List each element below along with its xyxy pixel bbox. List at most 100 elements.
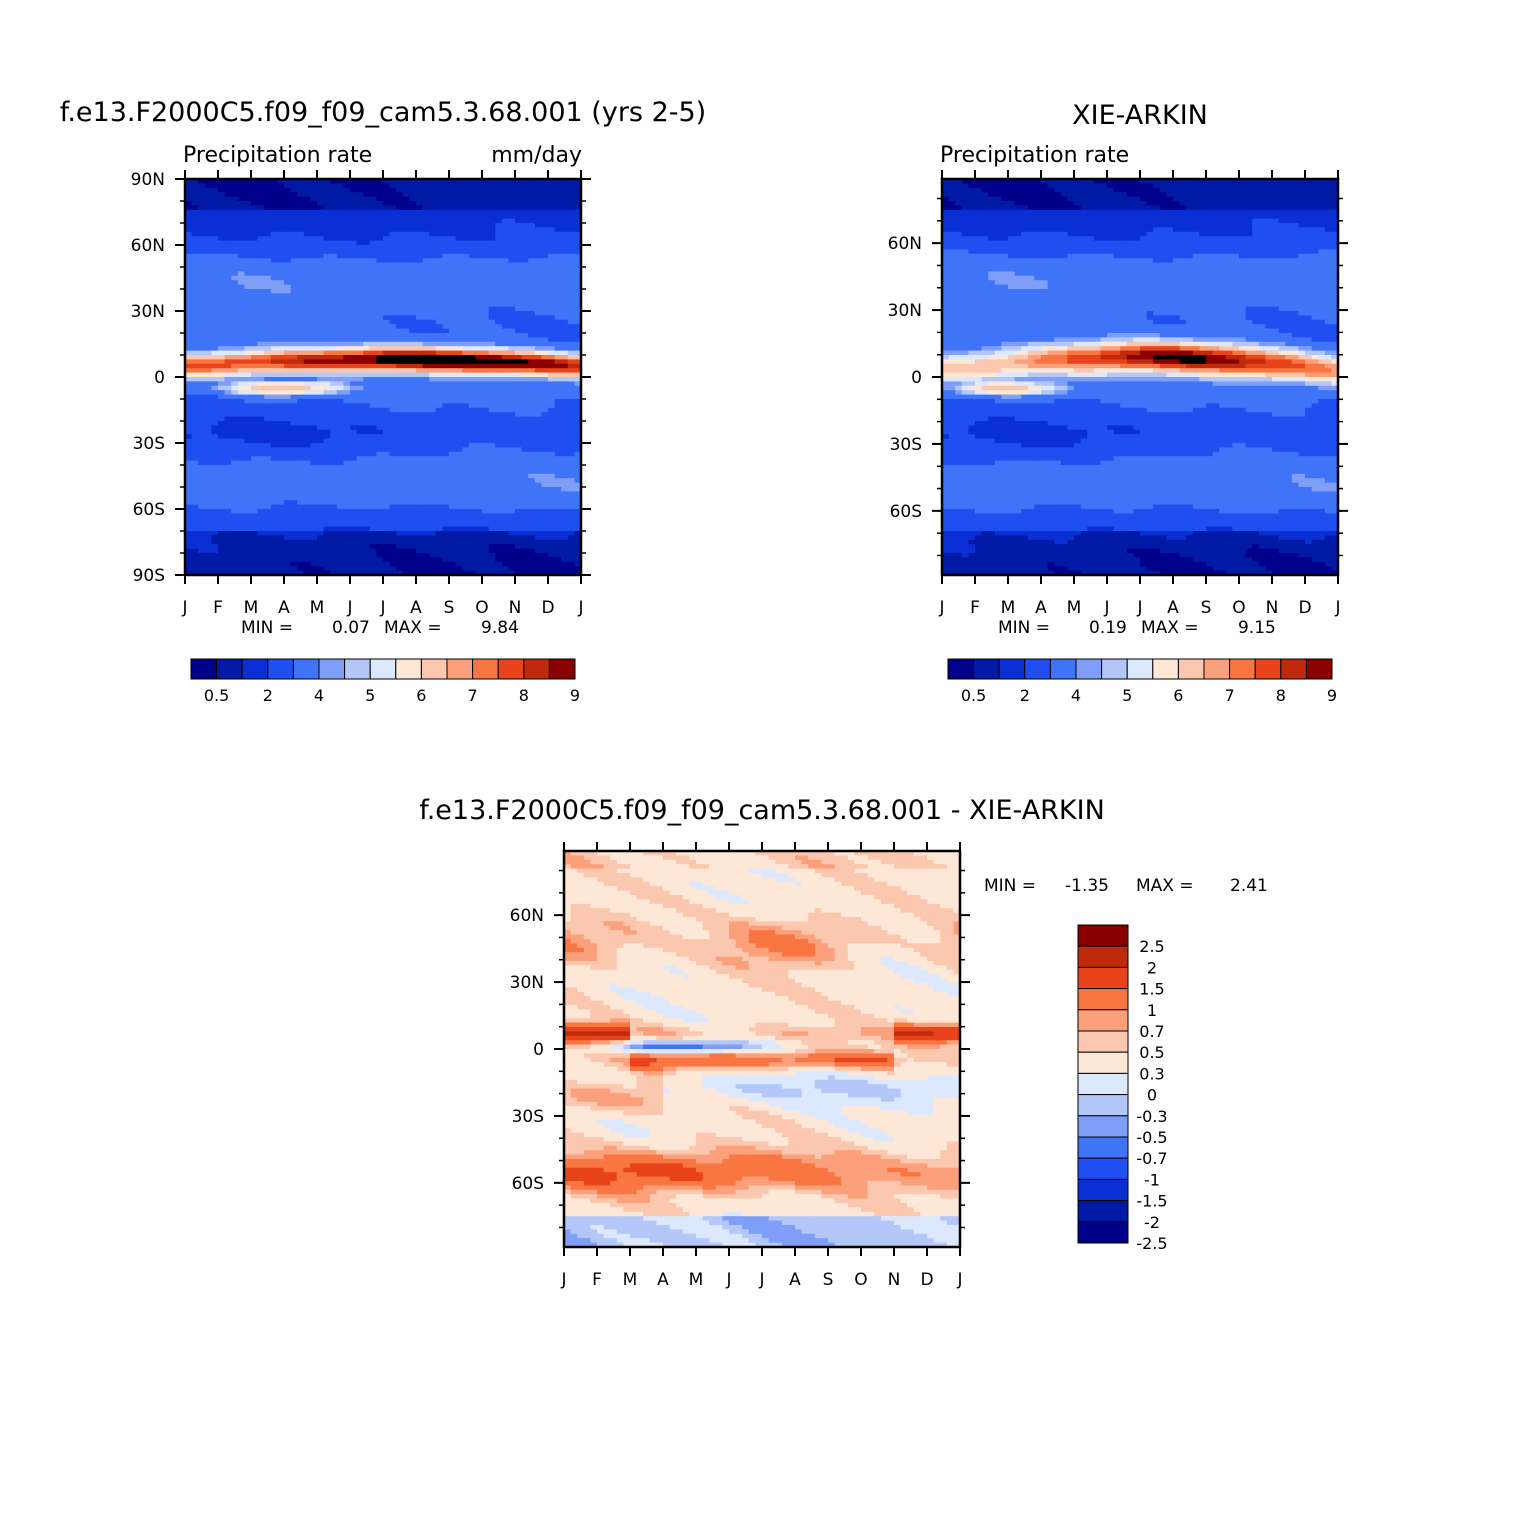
field-cell [462,284,470,290]
field-cell [455,447,463,453]
field-cell [402,381,410,387]
field-cell [330,227,338,233]
field-cell [191,482,199,488]
field-cell [383,179,391,184]
field-cell [290,346,298,352]
field-cell [501,513,509,519]
field-cell [310,311,318,316]
field-cell [449,341,457,347]
field-cell [270,465,278,470]
field-cell [257,355,265,360]
field-cell [541,192,549,198]
field-cell [244,368,252,374]
field-cell [442,179,450,184]
field-cell [356,491,364,497]
field-cell [521,381,529,387]
field-cell [561,240,569,246]
field-cell [244,451,252,457]
field-cell [343,531,351,536]
field-cell [521,341,529,347]
field-cell [297,425,305,431]
field-cell [257,544,265,550]
field-cell [198,425,206,431]
field-cell [534,416,542,422]
field-cell [343,504,351,510]
field-cell [548,438,556,444]
field-cell [482,478,490,484]
field-cell [422,394,430,400]
field-cell [442,337,450,343]
field-cell [284,209,292,215]
field-cell [475,390,483,396]
field-cell [475,355,483,360]
field-cell [389,539,397,545]
field-cell [515,473,523,479]
field-cell [455,355,463,360]
field-cell [356,183,364,189]
field-cell [343,478,351,484]
field-cell [185,478,193,484]
field-cell [508,372,516,378]
field-cell [416,231,424,237]
field-cell [416,306,424,312]
field-cell [310,535,318,541]
field-cell [284,478,292,484]
field-cell [336,179,344,184]
field-cell [396,240,404,246]
field-cell [475,324,483,330]
field-cell [198,297,206,303]
field-cell [495,456,503,462]
field-cell [548,425,556,431]
field-cell [336,363,344,369]
field-cell [515,262,523,268]
field-cell [297,271,305,277]
field-cell [185,209,193,215]
field-cell [224,390,232,396]
field-cell [488,456,496,462]
field-cell [402,267,410,272]
field-cell [330,271,338,277]
field-cell [264,377,272,382]
field-cell [541,394,549,400]
field-cell [356,192,364,198]
field-cell [548,482,556,488]
field-cell [231,517,239,523]
field-cell [515,183,523,189]
field-cell [356,333,364,338]
field-cell [508,245,516,250]
field-cell [218,482,226,488]
field-cell [515,509,523,514]
field-cell [488,465,496,470]
field-cell [198,262,206,268]
field-cell [429,223,437,228]
field-cell [541,403,549,409]
field-cell [310,385,318,391]
field-cell [383,289,391,294]
field-cell [198,377,206,382]
field-cell [475,275,483,281]
field-cell [244,341,252,347]
field-cell [554,526,562,532]
field-cell [548,359,556,365]
field-cell [303,465,311,470]
field-cell [277,509,285,514]
field-cell [554,460,562,466]
field-cell [567,187,575,193]
field-cell [416,385,424,391]
field-cell [455,491,463,497]
field-cell [482,522,490,528]
field-cell [336,297,344,303]
field-cell [317,355,325,360]
field-cell [323,504,331,510]
field-cell [323,451,331,457]
field-cell [257,302,265,308]
field-cell [449,201,457,206]
field-cell [528,289,536,294]
field-cell [257,491,265,497]
field-cell [455,275,463,281]
field-cell [270,478,278,484]
field-cell [515,289,523,294]
field-cell [482,456,490,462]
field-cell [317,377,325,382]
field-cell [416,293,424,299]
